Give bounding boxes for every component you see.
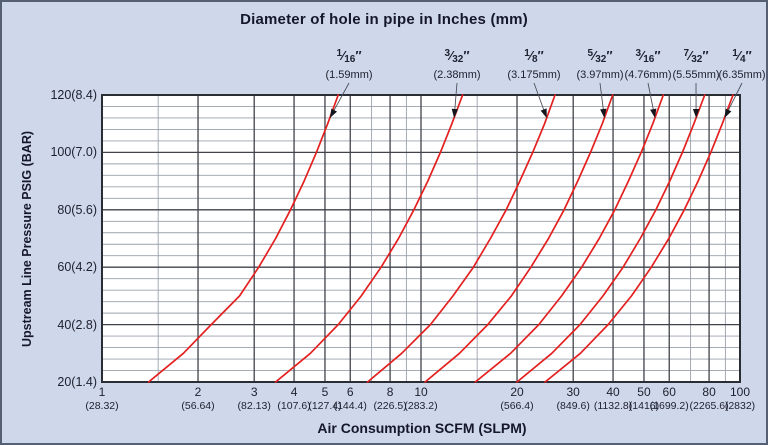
curve-line xyxy=(544,94,734,383)
curve-line xyxy=(424,94,614,383)
arrowhead-icon xyxy=(329,108,337,118)
arrowhead-icon xyxy=(540,108,547,118)
curve-line xyxy=(516,94,706,383)
arrowhead-icon xyxy=(451,108,459,118)
plot-border xyxy=(101,94,741,383)
leader-line xyxy=(333,82,350,111)
curve-line xyxy=(147,94,340,383)
arrowhead-icon xyxy=(600,108,607,118)
curve-line xyxy=(274,94,464,383)
chart-title: Diameter of hole in pipe in Inches (mm) xyxy=(240,11,528,28)
x-axis-title: Air Consumption SCFM (SLPM) xyxy=(317,420,527,436)
leader-line xyxy=(454,82,458,110)
curve-line xyxy=(474,94,665,383)
leader-line xyxy=(599,82,604,110)
arrowhead-icon xyxy=(650,108,657,118)
curve-line xyxy=(366,94,556,383)
leader-line xyxy=(728,82,743,111)
arrowhead-icon xyxy=(724,108,732,118)
arrowhead-icon xyxy=(692,108,700,118)
leader-line xyxy=(533,82,545,110)
leader-line xyxy=(647,82,654,110)
